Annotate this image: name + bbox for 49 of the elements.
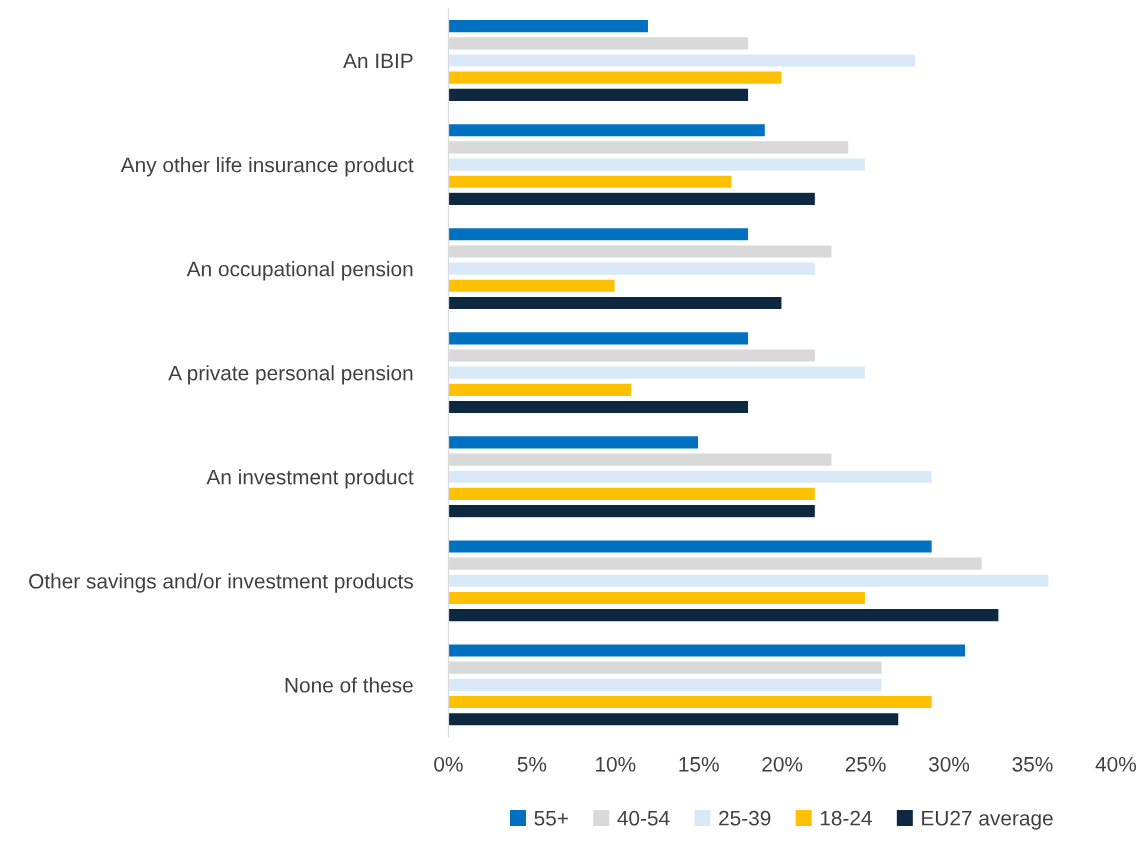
bar (448, 261, 817, 277)
x-tick-label: 25% (845, 756, 886, 772)
y-tick-label: None of these (285, 677, 413, 693)
bar (448, 694, 934, 710)
bar (448, 226, 750, 242)
y-tick-label: An occupational pension (186, 261, 413, 281)
bar (448, 18, 650, 34)
bar (448, 677, 883, 693)
bar (448, 469, 934, 485)
bar (448, 573, 1050, 589)
bar (448, 607, 1000, 623)
bar (448, 87, 750, 103)
legend-label: 55+ (534, 811, 568, 826)
bar (448, 399, 750, 415)
bar (448, 122, 767, 138)
x-tick-label: 0% (434, 756, 463, 772)
bar (448, 539, 934, 554)
bar (448, 486, 817, 502)
bar (448, 643, 967, 658)
y-tick-label: A private personal pension (168, 365, 413, 385)
bar (448, 365, 867, 381)
x-tick-label: 15% (679, 756, 719, 772)
bar (448, 503, 817, 519)
y-tick-label: Other savings and/or investment products (29, 573, 413, 593)
x-tick-label: 10% (596, 756, 636, 772)
x-tick-label: 20% (762, 756, 803, 772)
bar (448, 53, 917, 68)
y-tick-label: An IBIP (343, 53, 413, 69)
x-tick-label: 5% (517, 756, 547, 772)
x-tick-label: 30% (928, 756, 970, 772)
y-tick-label: An investment product (206, 469, 414, 489)
x-tick-label: 35% (1012, 756, 1053, 772)
bar (448, 711, 900, 727)
bar (448, 191, 817, 207)
x-tick-label: 40% (1095, 756, 1137, 772)
legend-label: 40-54 (617, 810, 670, 826)
bar (448, 295, 783, 311)
bar (448, 278, 616, 294)
bar (448, 70, 783, 86)
bar (448, 157, 867, 173)
legend-label: 25-39 (719, 810, 771, 826)
legend-label: EU27 average (922, 810, 1053, 830)
bar (448, 590, 867, 606)
bar (448, 382, 633, 398)
bar (448, 174, 733, 190)
legend-label: 18-24 (820, 810, 872, 826)
y-tick-label: Any other life insurance product (120, 157, 414, 177)
bar (448, 330, 750, 346)
bar (448, 434, 700, 450)
